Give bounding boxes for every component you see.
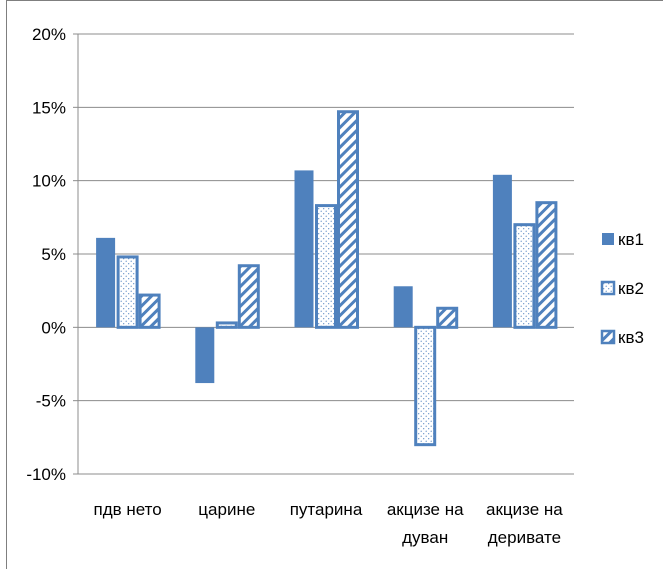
- axes: [73, 33, 79, 475]
- bar-кв2-2: [315, 204, 337, 329]
- y-tick-label: 10%: [32, 172, 66, 191]
- bar-кв1-1: [195, 327, 215, 384]
- bar-кв2-0: [116, 255, 139, 329]
- x-category-label: акцизе на: [486, 500, 563, 519]
- x-category-label: акцизе на: [387, 500, 464, 519]
- bar-кв1-4: [492, 174, 512, 328]
- legend-label-кв2: кв2: [618, 279, 644, 298]
- x-axis-category-labels: пдв нето царине путарина акцизе на дуван акци…: [93, 500, 563, 547]
- x-category-label: дуван: [402, 528, 448, 547]
- legend: кв1 кв2 кв3: [600, 230, 644, 347]
- y-tick-label: 15%: [32, 98, 66, 117]
- bar-кв2-4: [513, 223, 536, 329]
- bar-кв3-1: [237, 264, 260, 329]
- bar-кв3-3: [436, 306, 459, 329]
- x-category-label: пдв нето: [93, 500, 161, 519]
- bar-кв3-2: [337, 110, 359, 329]
- y-tick-label: 20%: [32, 25, 66, 44]
- legend-label-кв1: кв1: [618, 230, 644, 249]
- chart-frame-left-border: [6, 0, 7, 569]
- bar-кв3-0: [138, 293, 161, 329]
- x-category-label: царине: [198, 500, 255, 519]
- y-tick-label: -10%: [26, 465, 66, 484]
- y-tick-label: 0%: [41, 318, 66, 337]
- y-axis-tick-labels: -10% -5% 0% 5% 10% 15% 20%: [26, 25, 66, 484]
- x-category-label: путарина: [290, 500, 363, 519]
- legend-label-кв3: кв3: [618, 328, 644, 347]
- bars: [96, 110, 558, 447]
- bar-кв1-0: [96, 237, 116, 328]
- bar-кв1-2: [294, 170, 314, 328]
- bar-кв2-3: [414, 325, 437, 447]
- y-tick-label: 5%: [41, 245, 66, 264]
- bar-кв1-3: [393, 286, 413, 328]
- bar-кв2-1: [215, 321, 238, 329]
- legend-swatch-кв1: [602, 233, 614, 245]
- x-category-label: деривате: [488, 528, 561, 547]
- bar-кв3-4: [535, 201, 558, 329]
- legend-swatch-кв3: [600, 329, 616, 345]
- y-tick-label: -5%: [36, 392, 66, 411]
- legend-swatch-кв2: [600, 280, 616, 296]
- chart-frame-top-border: [6, 0, 663, 1]
